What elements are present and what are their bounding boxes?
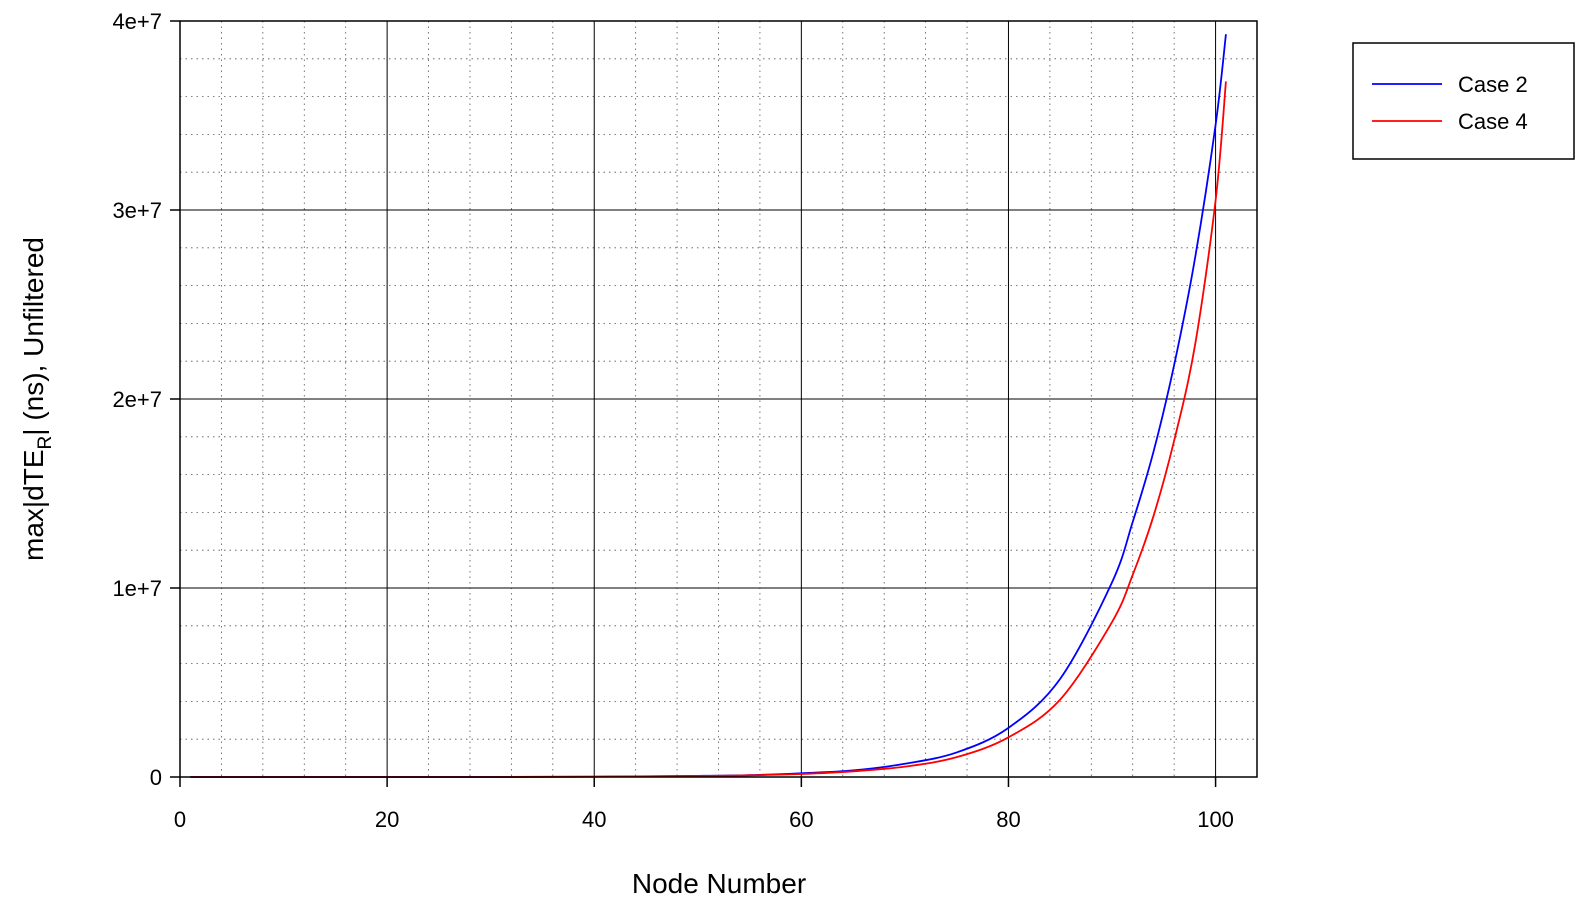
y-axis-title: max|dTER| (ns), Unfiltered xyxy=(18,237,56,561)
x-tick-label: 100 xyxy=(1197,807,1234,832)
y-tick-label: 2e+7 xyxy=(112,387,162,412)
y-tick-label: 4e+7 xyxy=(112,9,162,34)
axis-ticks xyxy=(170,20,1217,787)
legend-label-case-4: Case 4 xyxy=(1458,109,1528,134)
y-tick-label: 0 xyxy=(150,765,162,790)
y-tick-label: 3e+7 xyxy=(112,198,162,223)
minor-grid xyxy=(180,21,1257,777)
x-tick-label: 80 xyxy=(996,807,1020,832)
legend-label-case-2: Case 2 xyxy=(1458,72,1528,97)
y-axis-title-subscript: R xyxy=(35,436,56,450)
y-tick-label: 1e+7 xyxy=(112,576,162,601)
x-axis-title: Node Number xyxy=(632,868,806,899)
y-axis-title-prefix: max|dTE xyxy=(18,449,49,561)
tick-labels: 0 20 40 60 80 100 0 1e+7 2e+7 3e+7 4e+7 xyxy=(112,9,1233,832)
x-tick-label: 60 xyxy=(789,807,813,832)
x-tick-label: 20 xyxy=(375,807,399,832)
x-tick-label: 40 xyxy=(582,807,606,832)
y-axis-title-suffix: | (ns), Unfiltered xyxy=(18,237,49,436)
legend: Case 2 Case 4 xyxy=(1352,42,1575,160)
legend-box xyxy=(1352,42,1575,160)
major-grid xyxy=(180,21,1257,777)
x-tick-label: 0 xyxy=(174,807,186,832)
